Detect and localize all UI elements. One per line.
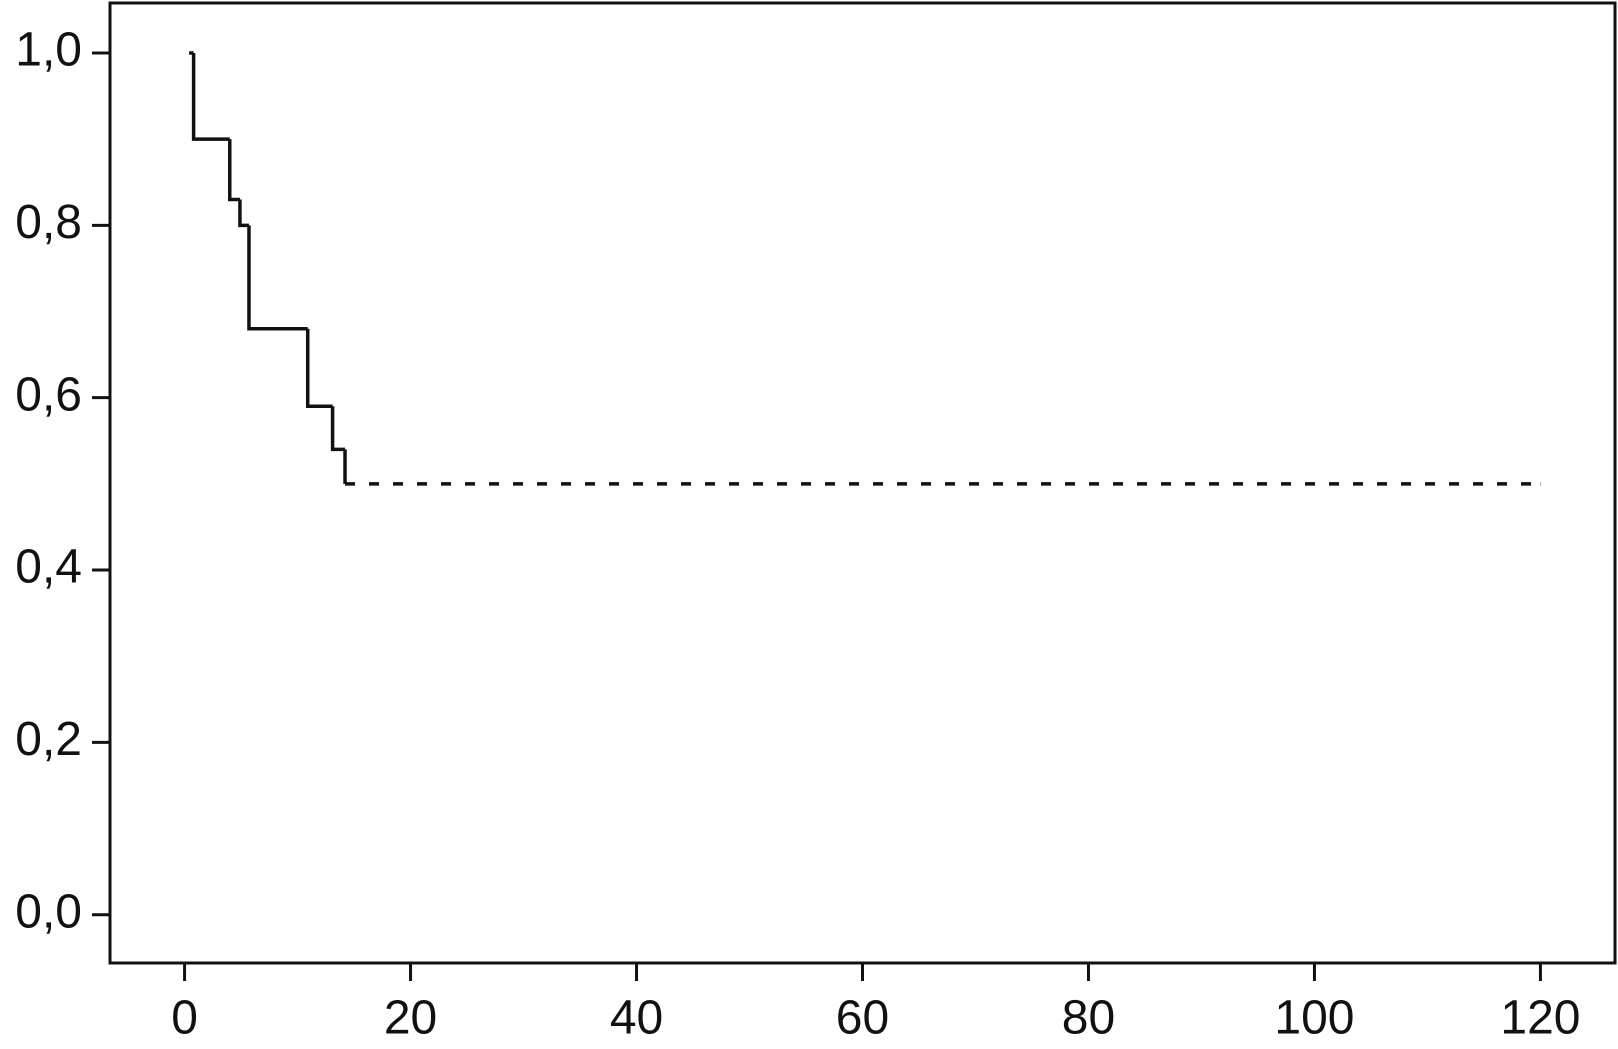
- survival-step: [247, 225, 308, 331]
- y-tick-label: 0,0: [15, 885, 82, 938]
- x-tick-label: 20: [384, 992, 437, 1045]
- x-tick-label: 80: [1062, 992, 1115, 1045]
- x-tick-label: 0: [171, 992, 198, 1045]
- y-tick-label: 0,8: [15, 196, 82, 249]
- x-tick-label: 120: [1500, 992, 1580, 1045]
- x-tick-label: 60: [836, 992, 889, 1045]
- x-tick-label: 40: [610, 992, 663, 1045]
- y-tick-label: 0,2: [15, 713, 82, 766]
- plot-frame: [108, 1, 1617, 965]
- survival-step: [191, 52, 230, 141]
- y-tick-label: 0,6: [15, 368, 82, 421]
- y-tick-label: 0,4: [15, 541, 82, 594]
- survival-step: [305, 328, 333, 409]
- survival-step: [228, 139, 240, 202]
- survival-step: [330, 406, 346, 452]
- y-tick-label: 1,0: [15, 24, 82, 77]
- survival-step: [238, 199, 249, 228]
- x-tick-label: 100: [1274, 992, 1354, 1045]
